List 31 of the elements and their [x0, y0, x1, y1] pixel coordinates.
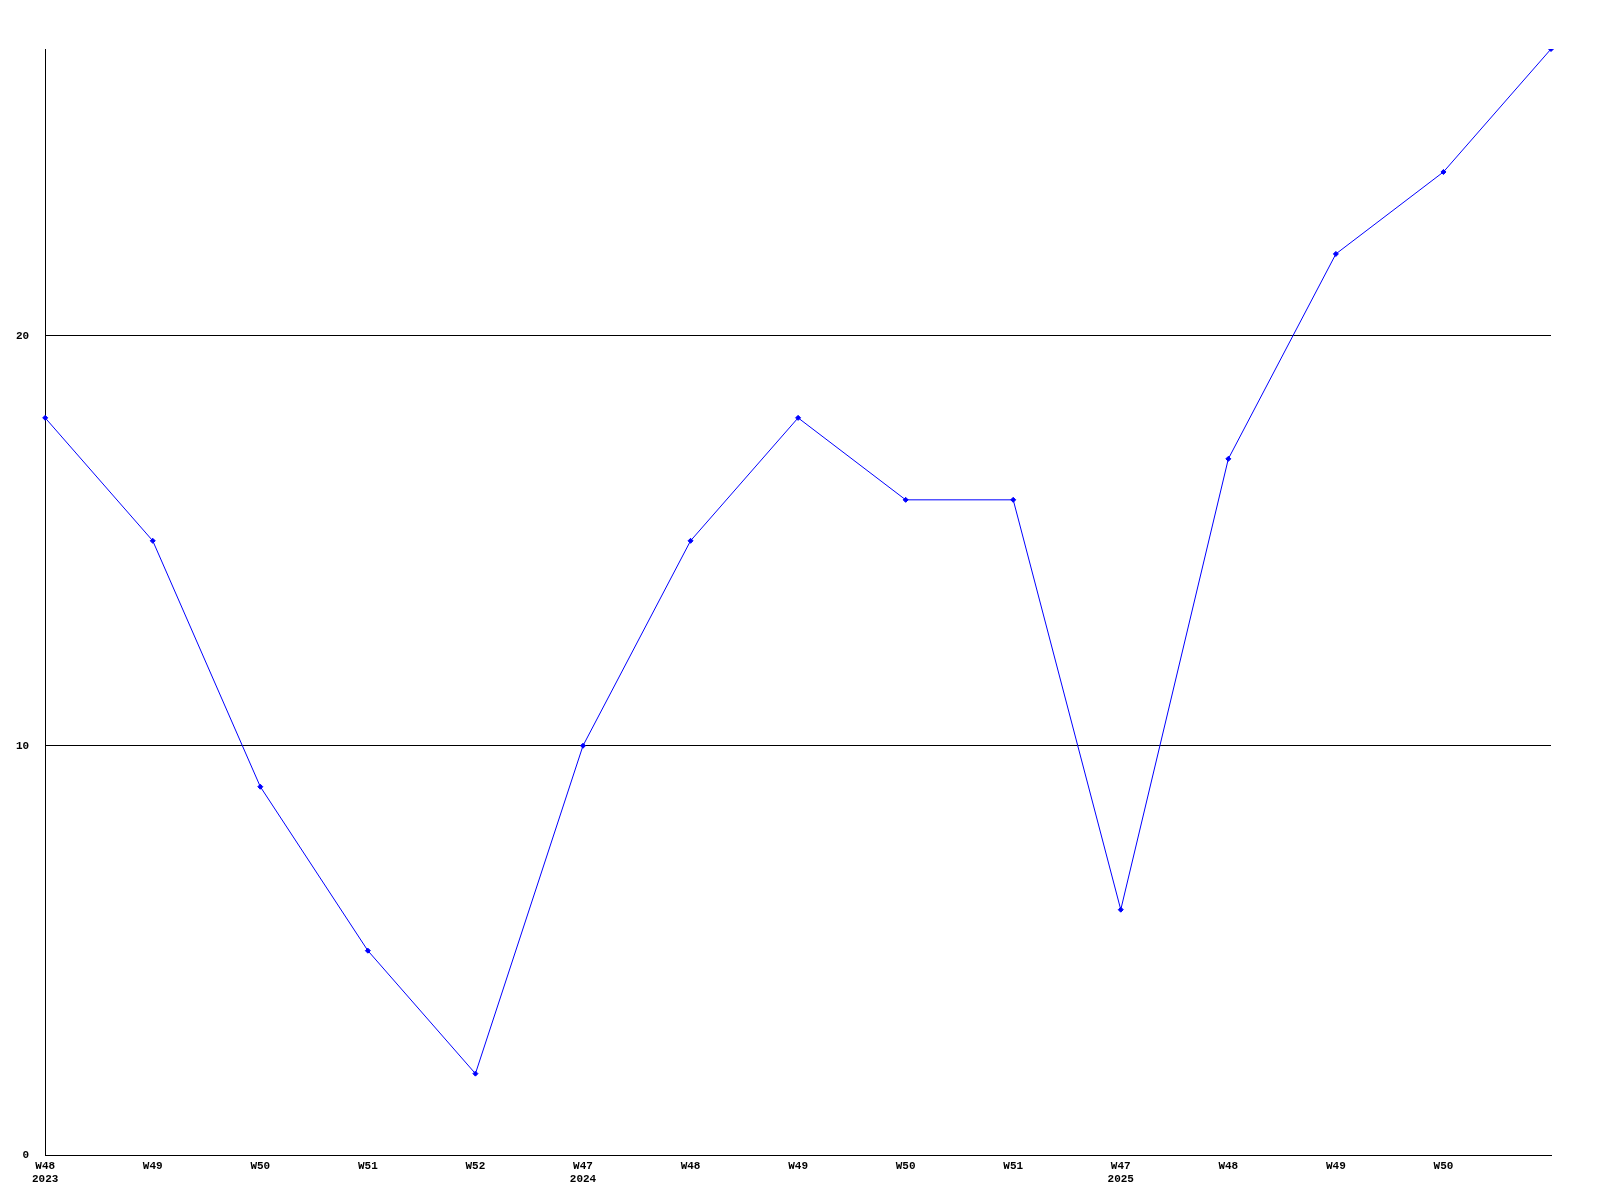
point: [257, 783, 264, 790]
point: [1440, 168, 1447, 175]
x-tick-label: W49: [142, 1159, 163, 1172]
x-tick-label: W51: [1003, 1159, 1024, 1172]
point: [795, 414, 802, 421]
y-tick-label: 10: [16, 739, 30, 752]
point: [472, 1070, 479, 1077]
x-tick-label: W49: [788, 1159, 809, 1172]
point: [1010, 496, 1017, 503]
point: [42, 414, 49, 421]
point: [364, 947, 371, 954]
x-tick-label: W51: [357, 1159, 379, 1172]
x-tick-label: W50: [895, 1159, 916, 1172]
point: [1332, 250, 1339, 257]
x-tick-label: W50: [250, 1159, 271, 1172]
y-tick-label: 0: [22, 1149, 30, 1162]
x-tick-label: W49: [1325, 1159, 1346, 1172]
x-tick-label: W48: [1218, 1159, 1239, 1172]
point: [902, 496, 909, 503]
point: [1117, 906, 1124, 913]
x-tick-label: W48 2023: [32, 1159, 59, 1186]
x-tick-label: W48: [680, 1159, 701, 1172]
point: [579, 742, 586, 749]
x-tick-label: W50: [1433, 1159, 1454, 1172]
x-tick-label: W47 2024: [569, 1159, 597, 1186]
point: [149, 537, 156, 544]
x-tick-label: W47 2025: [1107, 1159, 1135, 1186]
y-tick-label: 20: [16, 329, 30, 342]
x-tick-label: W52: [465, 1159, 486, 1172]
point: [687, 537, 694, 544]
point: [1225, 455, 1232, 462]
